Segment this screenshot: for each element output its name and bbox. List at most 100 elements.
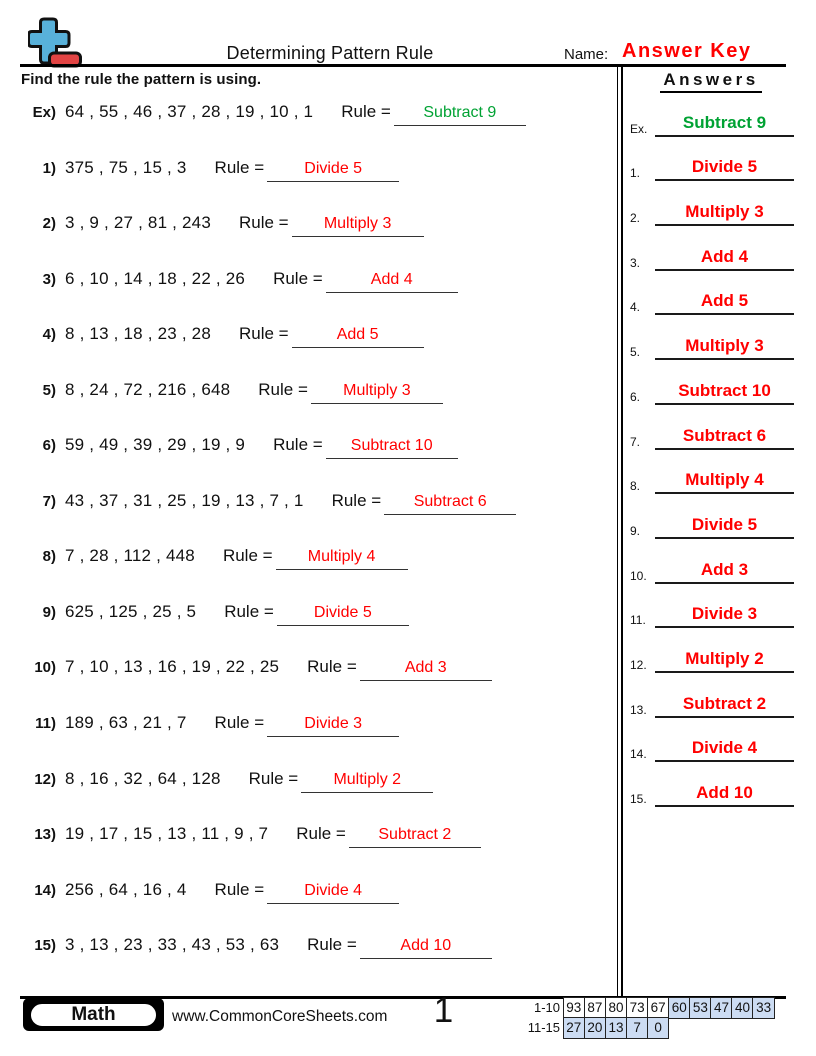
answer-number: 12. [630,657,647,672]
rule-answer-blank: Add 4 [325,271,458,293]
problem-sequence: 3 , 13 , 23 , 33 , 43 , 53 , 63 [65,935,280,955]
score-cell: 73 [625,997,649,1019]
answer-number: 8. [630,479,641,494]
rule-label: Rule = [214,157,265,177]
answer-row-12: 12. Multiply 2 [626,632,796,677]
answer-number: 7. [630,434,641,449]
rule-answer-blank: Add 10 [359,937,492,960]
score-cell: 47 [710,997,733,1019]
problem-sequence: 64 , 55 , 46 , 37 , 28 , 19 , 10 , 1 [65,102,314,121]
problems-list: Ex) 64 , 55 , 46 , 37 , 28 , 19 , 10 , 1 R… [22,102,614,991]
subject-badge: Math [23,998,164,1031]
instructions-text: Find the rule the pattern is using. [21,71,262,88]
rule-label: Rule = [214,713,265,733]
problem-sequence: 59 , 49 , 39 , 29 , 19 , 9 [65,435,246,455]
answer-number: 14. [630,747,647,762]
footer-divider-line [20,996,786,999]
name-label: Name: [564,46,609,63]
problem-row-6: 6) 59 , 49 , 39 , 29 , 19 , 9 Rule = Subtra… [22,435,614,491]
problem-number: 2) [42,215,56,233]
answer-text: Add 5 [655,291,794,316]
answer-row-5: 5. Multiply 3 [626,319,796,364]
answer-text: Divide 3 [655,604,794,629]
answer-row-3: 3. Add 4 [626,230,796,275]
answer-text: Add 3 [655,560,794,584]
problem-sequence: 7 , 28 , 112 , 448 [65,546,195,566]
score-cell: 53 [689,997,712,1019]
answer-row-6: 6. Subtract 10 [626,364,796,409]
score-row-11-15: 11-15 27 20 13 7 0 [520,1017,775,1039]
score-cell: 27 [562,1017,586,1039]
rule-label: Rule = [238,324,289,344]
problem-sequence: 7 , 10 , 13 , 16 , 19 , 22 , 25 [65,657,280,677]
rule-label: Rule = [273,268,323,288]
rule-answer-blank: Multiply 2 [301,771,434,793]
rule-answer-blank: Add 3 [359,659,492,682]
score-cell: 60 [667,997,691,1019]
score-row-label: 1-10 [533,1000,560,1015]
problem-sequence: 19 , 17 , 15 , 13 , 11 , 9 , 7 [65,824,269,844]
answer-row-15: 15. Add 10 [626,766,796,811]
problem-sequence: 375 , 75 , 15 , 3 [65,157,187,177]
answer-row-8: 8. Multiply 4 [626,454,796,499]
rule-answer-blank: Divide 5 [267,160,400,182]
answers-title: Answers [660,70,762,93]
rule-answer-blank: Divide 4 [267,882,400,904]
score-cell: 13 [604,1017,628,1039]
answer-row-9: 9. Divide 5 [626,498,796,543]
answer-key-label: Answer Key [622,40,752,62]
answer-text: Divide 5 [655,515,794,539]
rule-answer-blank: Subtract 9 [393,104,526,126]
answer-number: 3. [630,255,641,270]
problem-number: 11) [35,715,56,733]
answer-text: Multiply 3 [655,336,794,361]
score-row-label: 11-15 [527,1020,560,1035]
answer-text: Multiply 4 [655,470,794,495]
website-url: www.CommonCoreSheets.com [172,1008,388,1025]
problem-row-1: 1) 375 , 75 , 15 , 3 Rule = Divide 5 [22,158,614,214]
problem-row-4: 4) 8 , 13 , 18 , 23 , 28 Rule = Add 5 [22,324,614,380]
answer-row-11: 11. Divide 3 [626,588,796,633]
score-table: 1-10 93 87 80 73 67 60 53 47 40 33 11-15… [520,997,775,1039]
answer-row-4: 4. Add 5 [626,275,796,320]
rule-answer-blank: Subtract 2 [348,826,481,849]
answer-number: 2. [630,211,641,226]
header-divider-line [20,64,786,67]
score-cell: 0 [646,1017,670,1039]
score-cell: 80 [604,997,628,1019]
problem-number: 5) [42,381,56,399]
answer-number: 4. [630,300,641,315]
answer-row-1: 1. Divide 5 [626,141,796,186]
answer-text: Add 4 [655,247,794,271]
rule-label: Rule = [273,435,323,455]
problem-number: 8) [42,548,56,566]
problem-number: 3) [42,270,56,288]
rule-answer-blank: Subtract 6 [384,493,517,515]
problem-sequence: 3 , 9 , 27 , 81 , 243 [65,213,211,233]
rule-label: Rule = [238,213,289,233]
score-cell: 33 [752,997,775,1019]
rule-answer-blank: Divide 5 [276,604,409,626]
problem-number: 7) [42,492,56,510]
rule-label: Rule = [248,768,299,788]
score-cell: 40 [731,997,754,1019]
rule-label: Rule = [224,601,274,621]
score-cell: 93 [562,997,586,1019]
answers-panel-header: Answers [626,70,796,93]
answers-column-divider [617,66,623,997]
problem-row-15: 15) 3 , 13 , 23 , 33 , 43 , 53 , 63 Rule =… [22,935,614,991]
answer-row-7: 7. Subtract 6 [626,409,796,454]
answer-row-10: 10. Add 3 [626,543,796,588]
problem-number: 4) [42,326,56,344]
problem-row-8: 8) 7 , 28 , 112 , 448 Rule = Multiply 4 [22,546,614,602]
score-cell: 67 [646,997,670,1019]
rule-answer-blank: Multiply 4 [275,548,408,571]
answer-number: 10. [630,568,647,583]
answer-number: 11. [630,613,646,628]
problem-number: Ex) [32,104,56,121]
answer-text: Multiply 3 [655,202,794,227]
answer-text: Subtract 10 [655,381,794,405]
problem-row-13: 13) 19 , 17 , 15 , 13 , 11 , 9 , 7 Rule = S… [22,824,614,880]
answer-number: 9. [630,523,641,538]
problem-row-14: 14) 256 , 64 , 16 , 4 Rule = Divide 4 [22,880,614,936]
